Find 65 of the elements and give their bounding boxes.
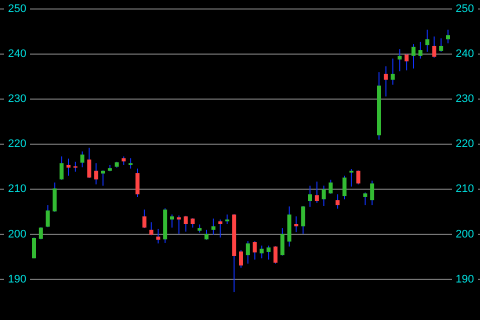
candlestick: [308, 185, 312, 208]
candlestick: [404, 54, 409, 71]
candlestick: [280, 228, 284, 256]
candlestick: [446, 29, 450, 44]
candlestick: [170, 214, 174, 228]
candlestick: [432, 36, 436, 58]
y2-tick-label: 230: [456, 93, 474, 106]
y-tick-label: 220: [8, 138, 26, 150]
candlestick: [80, 150, 84, 168]
candlestick: [94, 162, 98, 185]
candlestick: [439, 38, 444, 52]
candlestick: [342, 175, 346, 200]
candlestick: [66, 158, 70, 176]
candlestick: [322, 185, 326, 206]
candlestick: [32, 237, 36, 259]
candlestick: [184, 215, 188, 232]
candlestick: [52, 182, 57, 212]
candlestick: [225, 214, 230, 224]
y-tick-label: 200: [8, 228, 26, 240]
candlestick: [149, 222, 154, 236]
candlestick: [142, 209, 146, 229]
candlestick: [87, 147, 92, 179]
candlestick: [425, 29, 430, 52]
candlestick: [266, 245, 271, 260]
candlestick: [260, 245, 264, 259]
candlestick: [356, 170, 360, 185]
y2-tick-label: 250: [456, 2, 474, 15]
candlestick: [239, 250, 243, 268]
candlestick: [60, 156, 64, 180]
y-tick-label: 240: [8, 48, 26, 60]
candlestick: [418, 41, 422, 60]
candlestick: [294, 216, 298, 233]
y-tick-label: 230: [8, 93, 26, 106]
candlestick: [363, 192, 368, 206]
candlestick: [314, 181, 319, 204]
candlestick: [252, 240, 257, 260]
candlestick: [128, 158, 133, 170]
candlestick: [398, 48, 402, 72]
candlestick: [218, 218, 222, 238]
y2-tick-label: 220: [456, 138, 474, 150]
candlestick: [384, 66, 388, 97]
candlestick: [301, 205, 306, 234]
y-tick-label: 250: [8, 2, 26, 15]
candlestick: [190, 218, 195, 228]
candlestick: [274, 246, 278, 264]
y2-tick-label: 240: [456, 48, 474, 60]
candlestick: [246, 240, 250, 264]
y2-tick-label: 210: [456, 183, 474, 196]
y2-tick-label: 190: [456, 273, 474, 286]
candlestick: [211, 218, 216, 236]
y2-tick-label: 200: [456, 228, 474, 240]
candlestick: [328, 179, 333, 194]
candlestick: [204, 229, 208, 240]
candlestick: [136, 168, 140, 198]
candlestick: [412, 44, 416, 70]
candlestick: [38, 226, 43, 240]
candlestick: [46, 204, 50, 228]
candlestick: [101, 170, 105, 186]
candlestick: [156, 228, 160, 244]
y-tick-label: 210: [8, 183, 26, 196]
candlestick: [370, 180, 374, 206]
candlestick: [336, 194, 340, 210]
candlestick: [176, 214, 181, 234]
candlestick: [390, 58, 395, 86]
y-tick-label: 190: [8, 273, 26, 286]
